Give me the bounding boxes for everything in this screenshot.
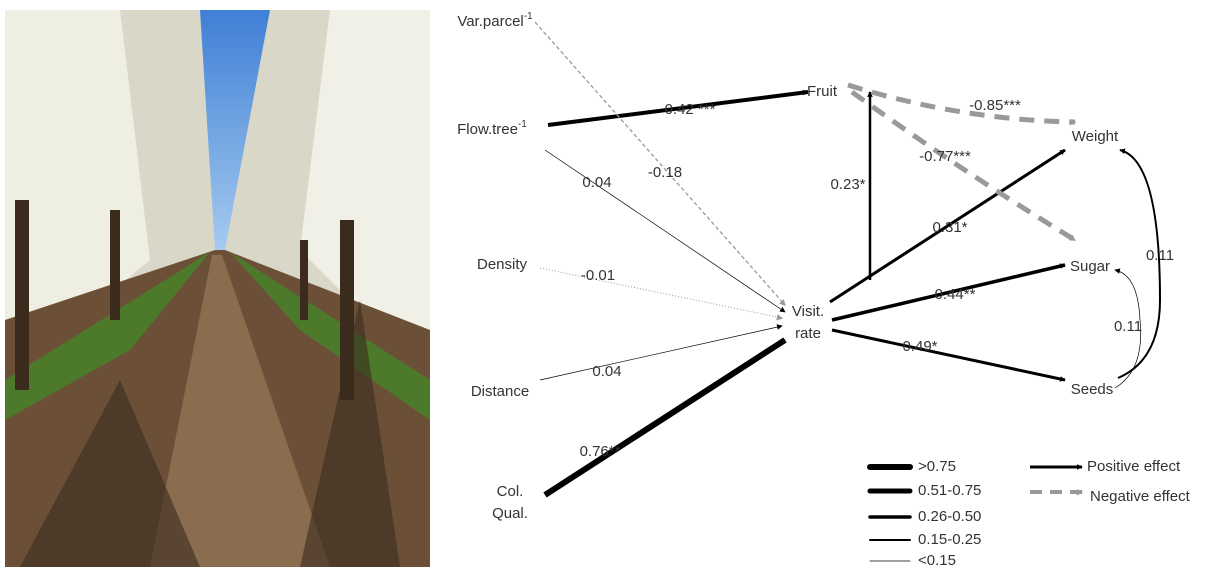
edge-coefficient: -0.18 (648, 164, 682, 181)
edge-arrow (540, 268, 782, 318)
node-label-line: Flow.tree (457, 121, 518, 138)
figure: 0.42 *** -0.18 0.04 -0.01 0.04 0.76** 0.23* 0.3… (0, 0, 1220, 567)
node-label: Weight (1072, 128, 1119, 145)
edge-coefficient: 0.49* (902, 338, 937, 355)
node-label-superscript: -1 (518, 119, 527, 130)
edge-arrow (832, 330, 1065, 380)
node-label: Visit. rate (792, 303, 824, 342)
node-label-line: rate (795, 325, 821, 342)
edge-coefficient: 0.04 (582, 174, 611, 191)
node-label: Flow.tree-1 (457, 119, 527, 138)
node-label: Density (477, 256, 528, 273)
edge-coefficient: 0.11 (1146, 247, 1174, 264)
path-diagram: 0.42 *** -0.18 0.04 -0.01 0.04 0.76** 0.23* 0.3… (457, 11, 1191, 567)
legend-label: Positive effect (1087, 458, 1181, 475)
legend-label: >0.75 (918, 458, 956, 475)
legend-label: Negative effect (1090, 488, 1191, 505)
node-label: Var.parcel-1 (457, 11, 533, 30)
legend-label: 0.51-0.75 (918, 482, 981, 499)
edge-coefficient: -0.01 (581, 267, 615, 284)
node-label-line: Density (477, 256, 528, 273)
node-label-line: Qual. (492, 505, 528, 522)
page: 0.42 *** -0.18 0.04 -0.01 0.04 0.76** 0.23* 0.3… (0, 0, 1220, 567)
legend-label: 0.15-0.25 (918, 531, 981, 548)
edge-coefficient: 0.11 (1114, 318, 1142, 335)
edge-coefficient: 0.31* (932, 219, 967, 236)
node-label-line: Seeds (1071, 381, 1114, 398)
edge-arrow (545, 340, 785, 495)
node-label-line: Fruit (807, 83, 838, 100)
edge-coefficient: -0.77*** (919, 148, 971, 165)
node-label: Sugar (1070, 258, 1110, 275)
legend-label: <0.15 (918, 552, 956, 567)
node-label: Fruit (807, 83, 838, 100)
node-label-line: Sugar (1070, 258, 1110, 275)
node-label-line: Distance (471, 383, 529, 400)
node-label-line: Visit. (792, 303, 824, 320)
edge-coefficient: 0.42 *** (665, 101, 716, 118)
edge-coefficient: -0.85*** (969, 97, 1021, 114)
edge-arrow (1118, 150, 1160, 378)
edge-arrow (540, 326, 782, 380)
orchard-photo (5, 10, 430, 567)
edge-coefficient: 0.76** (580, 443, 621, 460)
node-label: Seeds (1071, 381, 1114, 398)
node-label: Col. Qual. (492, 483, 528, 522)
node-label-line: Var.parcel (457, 13, 523, 30)
edge-coefficient: 0.04 (592, 363, 621, 380)
node-label-line: Col. (497, 483, 524, 500)
node-label-line: Weight (1072, 128, 1119, 145)
legend-label: 0.26-0.50 (918, 508, 981, 525)
node-label-superscript: -1 (524, 11, 533, 22)
edge-coefficient: 0.44** (935, 286, 976, 303)
edge-coefficient: 0.23* (830, 176, 865, 193)
node-label: Distance (471, 383, 529, 400)
